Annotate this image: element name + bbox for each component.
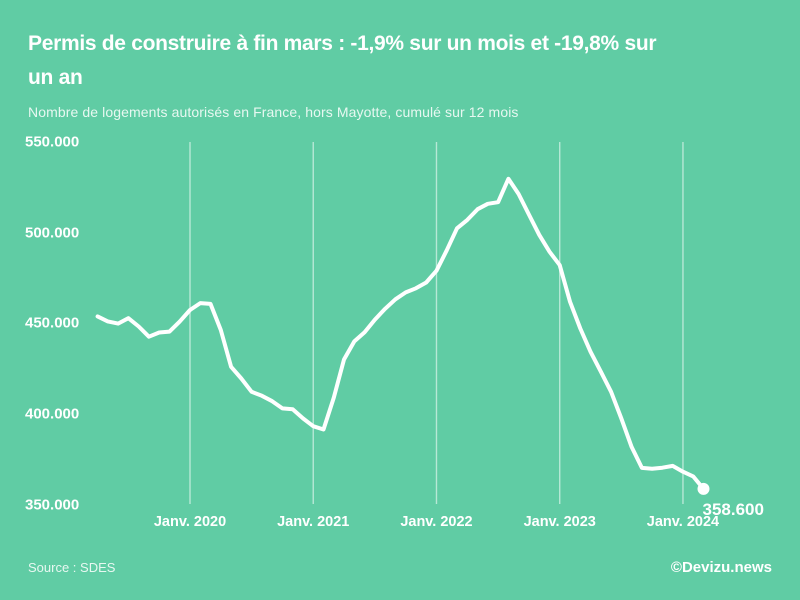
chart-title: Permis de construire à fin mars : -1,9% …	[28, 27, 776, 95]
end-value-label: 358.600	[702, 499, 764, 519]
x-tick-label: Janv. 2024	[646, 514, 720, 530]
x-tick-label: Janv. 2020	[153, 514, 227, 530]
y-tick-label: 450.000	[25, 314, 80, 332]
y-tick-label: 400.000	[25, 405, 80, 423]
x-tick-label: Janv. 2022	[400, 514, 473, 530]
chart-footer: Source : SDES ©Devizu.news	[28, 559, 772, 576]
credit-label: ©Devizu.news	[670, 559, 772, 576]
chart-header: Permis de construire à fin mars : -1,9% …	[28, 27, 776, 120]
y-tick-label: 550.000	[25, 133, 80, 151]
x-tick-label: Janv. 2023	[523, 514, 596, 530]
chart-subtitle: Nombre de logements autorisés en France,…	[28, 104, 519, 120]
y-tick-label: 500.000	[25, 224, 80, 242]
end-point-marker	[697, 482, 710, 495]
source-label: Source : SDES	[28, 560, 116, 575]
x-tick-label: Janv. 2021	[277, 514, 350, 530]
chart-title-line2: un an	[28, 66, 83, 89]
chart-title-line1: Permis de construire à fin mars : -1,9% …	[28, 32, 657, 55]
y-tick-label: 350.000	[25, 496, 80, 513]
data-line	[95, 176, 706, 491]
